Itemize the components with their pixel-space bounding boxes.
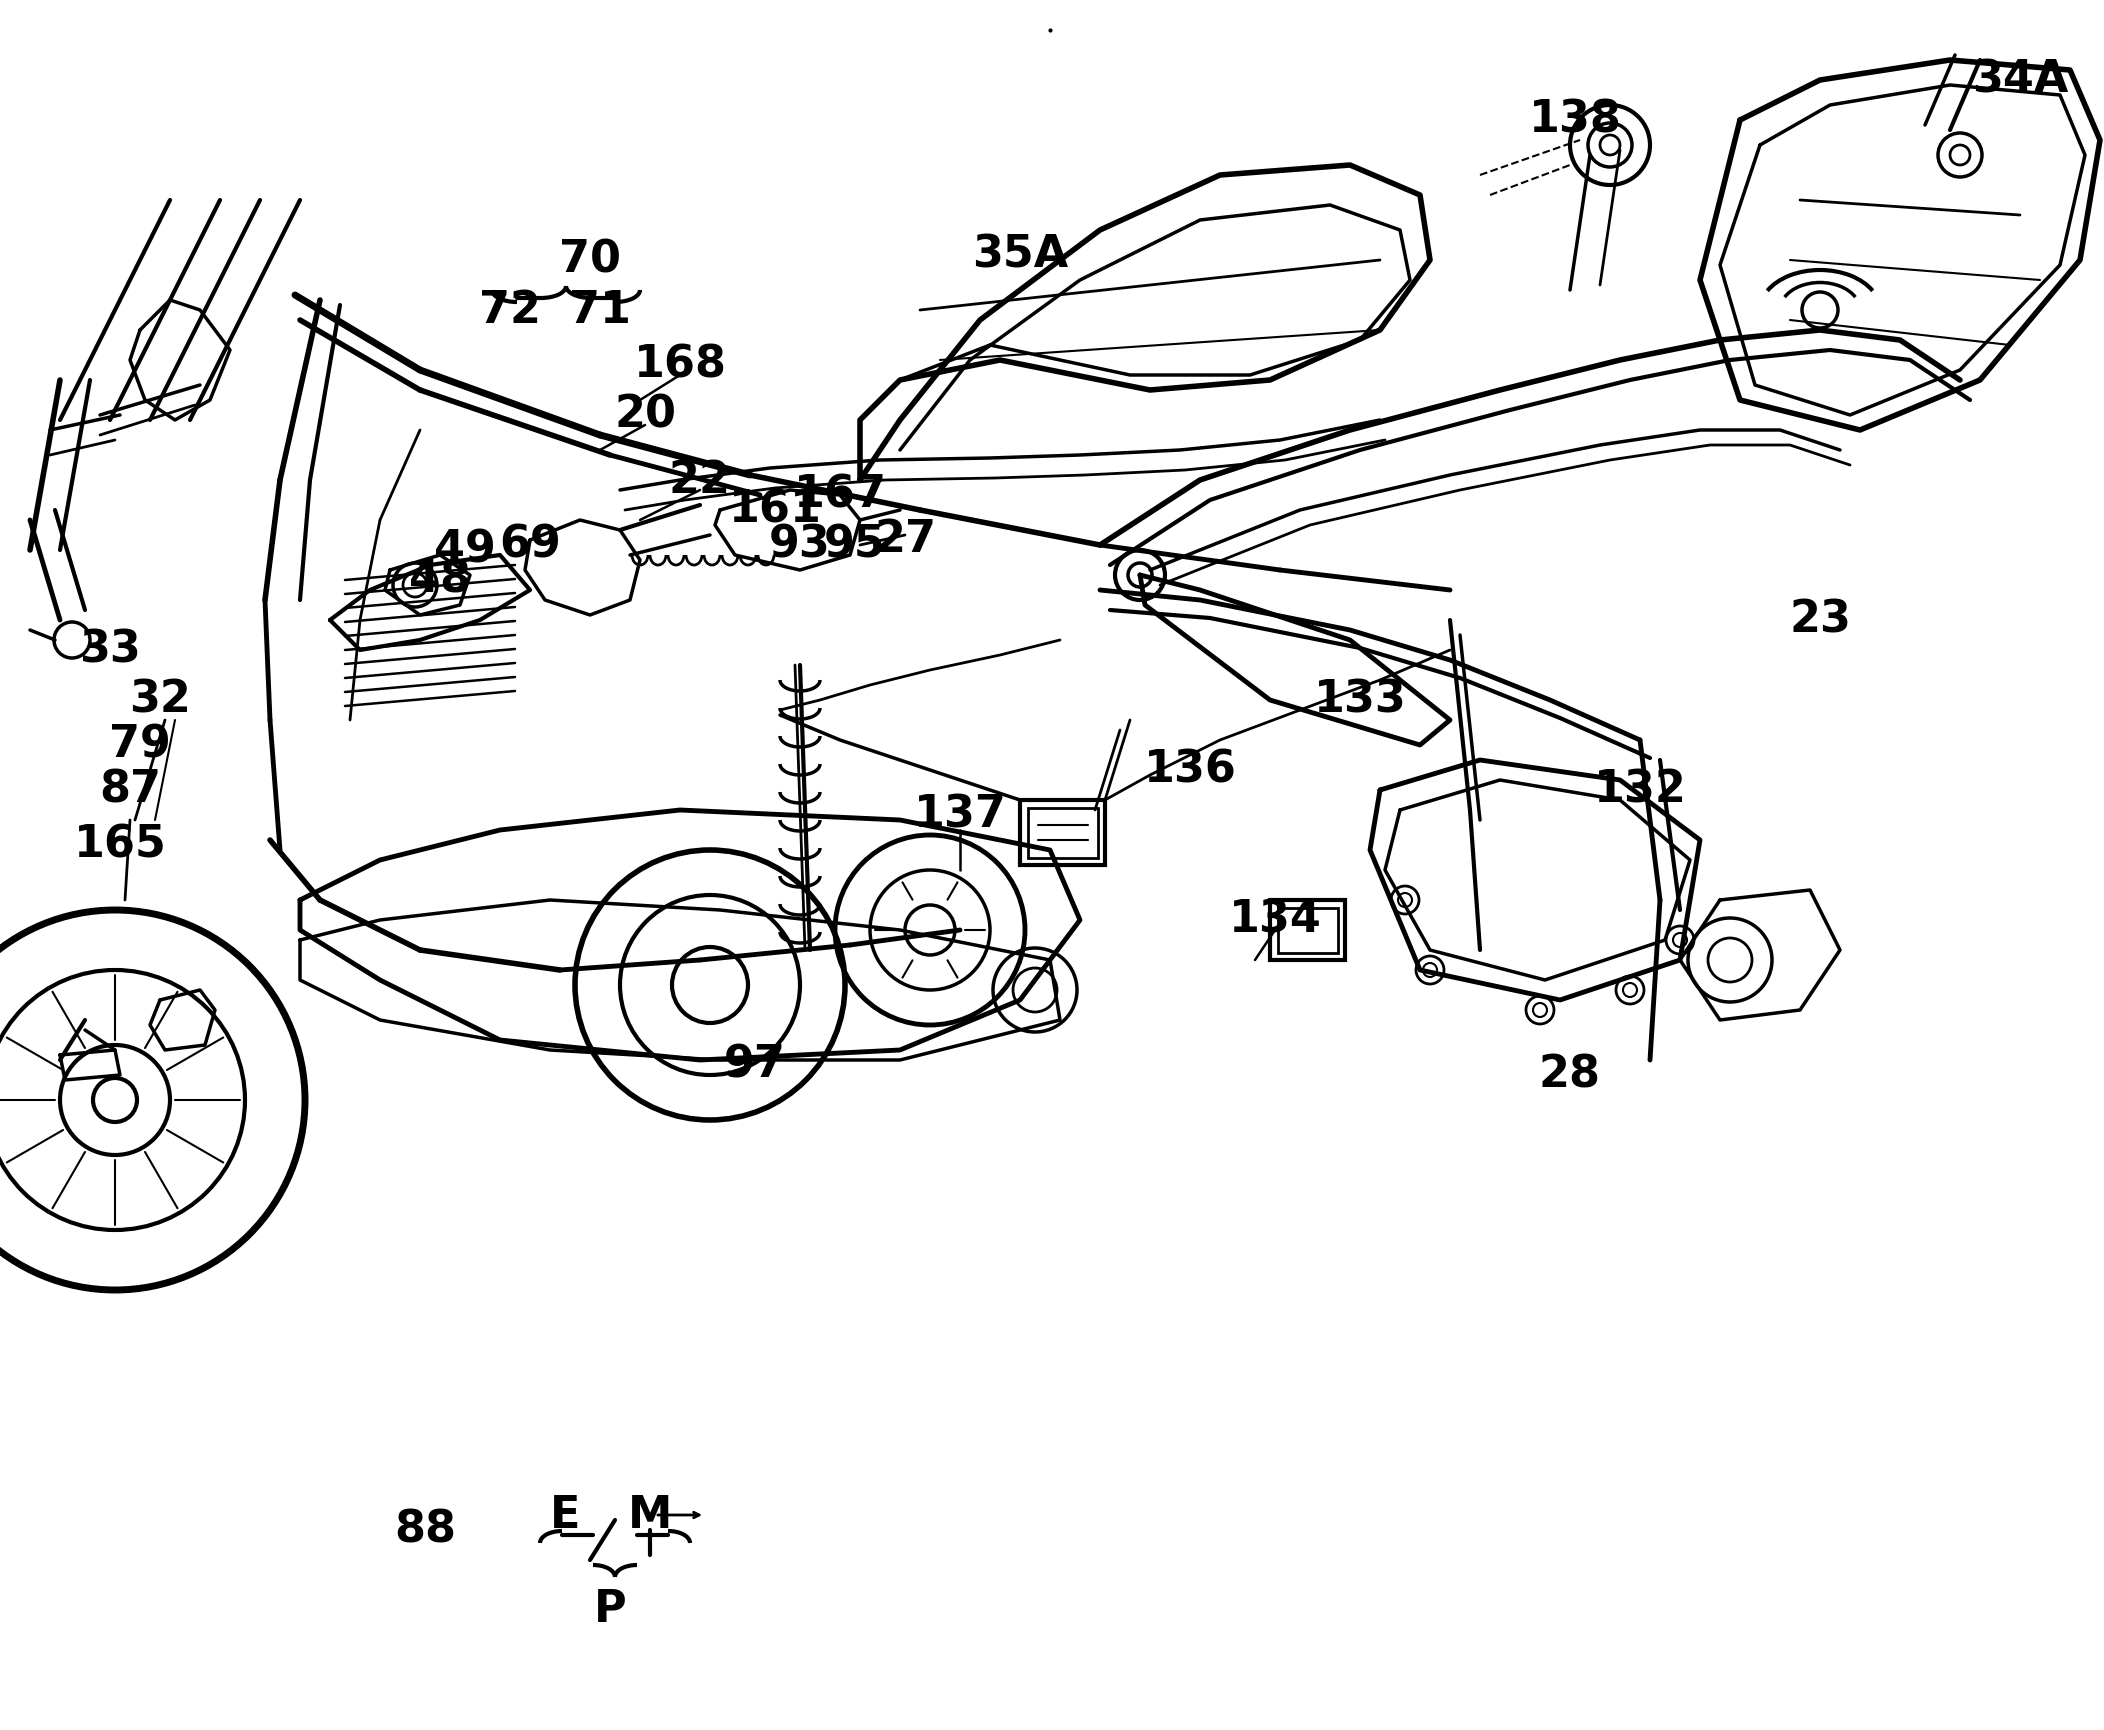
Text: 32: 32 — [128, 678, 191, 721]
Text: 70: 70 — [560, 239, 621, 282]
Text: 33: 33 — [80, 628, 141, 671]
Text: 87: 87 — [99, 768, 162, 811]
Text: 71: 71 — [568, 289, 631, 332]
Text: 95: 95 — [825, 524, 886, 566]
Text: 136: 136 — [1145, 749, 1237, 792]
Text: 34A: 34A — [1971, 59, 2068, 102]
Text: 132: 132 — [1593, 768, 1687, 811]
Text: 49: 49 — [433, 528, 497, 571]
Bar — [1277, 908, 1338, 953]
Text: 22: 22 — [669, 458, 730, 502]
Bar — [1020, 799, 1105, 865]
Text: 69: 69 — [499, 524, 562, 566]
Text: 79: 79 — [109, 723, 170, 766]
Text: 137: 137 — [913, 794, 1006, 837]
Text: 167: 167 — [793, 474, 886, 517]
Text: 35A: 35A — [972, 234, 1069, 277]
Text: 20: 20 — [614, 393, 675, 436]
Text: 133: 133 — [1313, 678, 1405, 721]
Text: E: E — [549, 1493, 581, 1536]
Text: 168: 168 — [633, 344, 726, 386]
Text: M: M — [627, 1493, 671, 1536]
Text: 165: 165 — [74, 823, 166, 867]
Text: 88: 88 — [393, 1509, 457, 1552]
Text: 48: 48 — [408, 559, 471, 602]
Text: 28: 28 — [1538, 1054, 1601, 1097]
Bar — [1029, 808, 1098, 858]
Text: 134: 134 — [1229, 898, 1321, 941]
Text: 161: 161 — [728, 488, 821, 531]
Text: 72: 72 — [480, 289, 541, 332]
Text: 27: 27 — [873, 519, 936, 562]
Text: 93: 93 — [770, 524, 831, 566]
Text: 138: 138 — [1530, 99, 1622, 142]
Text: P: P — [593, 1588, 627, 1631]
Text: 23: 23 — [1788, 599, 1852, 642]
Bar — [1271, 900, 1344, 960]
Text: 97: 97 — [724, 1043, 787, 1086]
